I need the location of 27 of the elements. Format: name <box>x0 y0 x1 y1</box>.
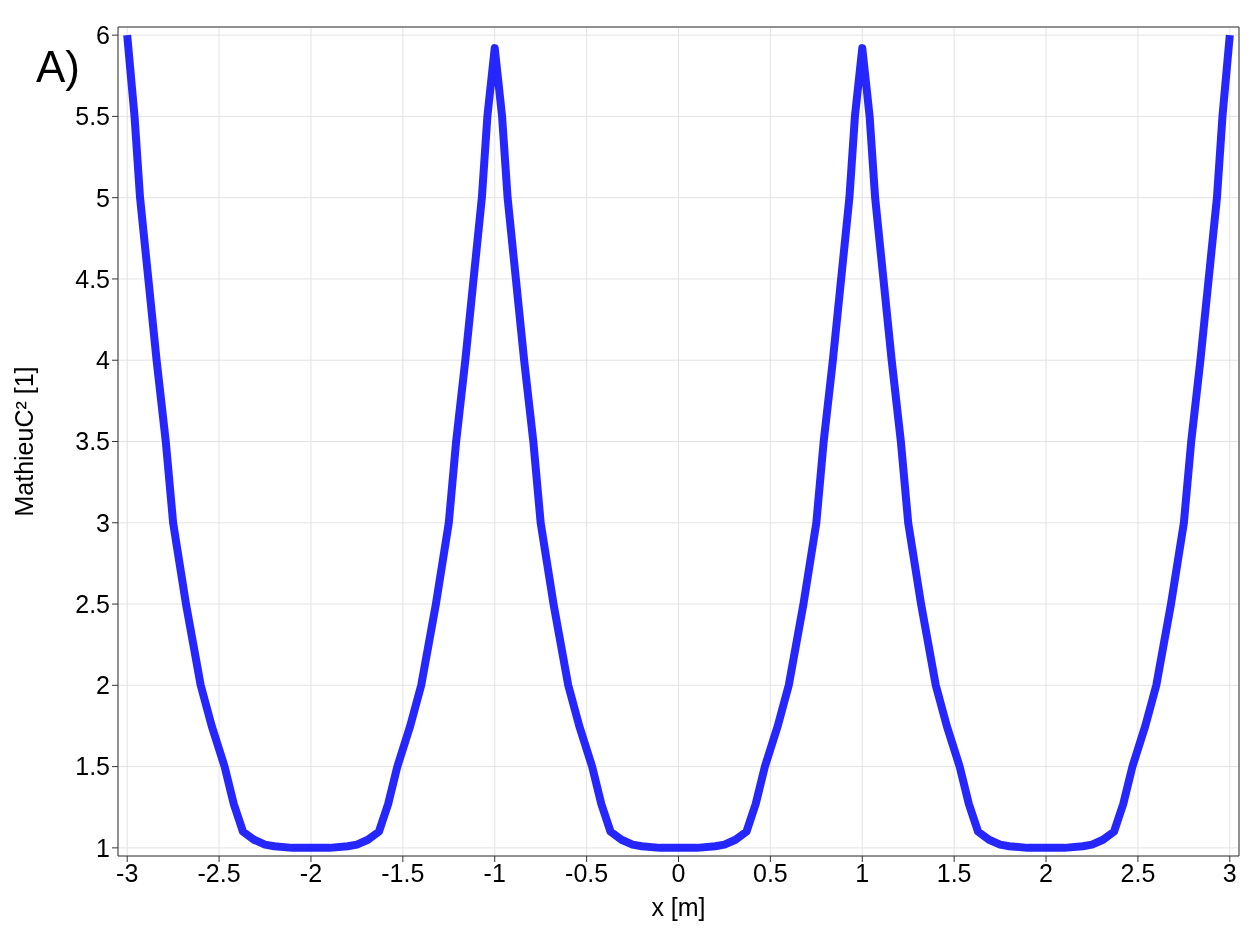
x-tick-label: 2 <box>1039 858 1053 887</box>
x-tick-label: 3 <box>1222 858 1237 887</box>
y-tick-label: 1.5 <box>75 752 110 781</box>
y-tick-label: 4 <box>96 346 111 375</box>
x-tick-label: -0.5 <box>565 858 609 887</box>
y-tick-label: 1 <box>96 833 110 862</box>
y-tick-label: 2.5 <box>75 589 110 618</box>
y-tick-label: 5 <box>96 183 110 212</box>
x-tick-label: 0 <box>671 858 686 887</box>
y-axis-title: MathieuC² [1] <box>9 366 38 517</box>
x-tick-label: -1.5 <box>381 858 425 887</box>
x-tick-label: 2.5 <box>1120 858 1156 887</box>
x-tick-label: -3 <box>116 858 139 887</box>
y-tick-label: 4.5 <box>75 264 110 293</box>
y-tick-label: 3.5 <box>75 427 110 456</box>
x-axis-title: x [m] <box>651 893 706 921</box>
x-tick-label: -1 <box>483 858 506 887</box>
x-tick-label: 1 <box>855 858 870 887</box>
y-tick-label: 3 <box>96 508 110 537</box>
y-tick-label: 6 <box>96 21 110 49</box>
x-tick-label: -2.5 <box>197 858 241 887</box>
x-tick-label: -2 <box>299 858 323 887</box>
x-tick-label: 0.5 <box>753 858 788 887</box>
x-tick-label: 1.5 <box>936 858 972 887</box>
y-tick-label: 5.5 <box>75 102 110 131</box>
y-tick-label: 2 <box>96 671 110 700</box>
text: A) <box>36 42 80 92</box>
